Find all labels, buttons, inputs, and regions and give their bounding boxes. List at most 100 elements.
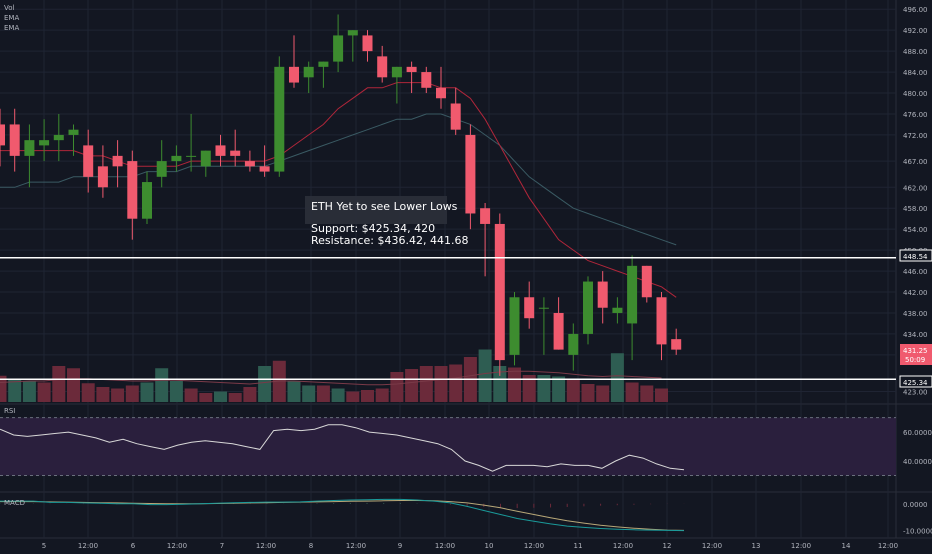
x-tick-label: 5 (42, 542, 46, 550)
x-tick-label: 12:00 (613, 542, 633, 550)
x-tick-label: 12:00 (702, 542, 722, 550)
volume-bar (302, 385, 316, 402)
ema-layer (0, 82, 677, 298)
countdown-text: 50:09 (905, 356, 925, 364)
y-tick-label: 467.00 (903, 158, 928, 166)
candle-body (494, 223, 505, 361)
volume-bar (243, 387, 257, 402)
macd-line (0, 498, 685, 532)
volume-bar (228, 393, 242, 402)
y-tick-label: 446.00 (903, 268, 928, 276)
candle-body (377, 56, 388, 78)
candle-body (583, 281, 593, 334)
price-badge-upper: 448.54 (899, 249, 932, 262)
volume-bar (52, 366, 66, 402)
price-badge-lower: 425.34 (899, 375, 932, 388)
volume-bar (566, 379, 580, 402)
candle-body (215, 145, 226, 156)
candle-body (39, 140, 50, 146)
candle-body (656, 297, 667, 345)
y-tick-label: 442.00 (903, 289, 928, 297)
x-tick-label: 6 (131, 542, 136, 550)
candle-body (97, 166, 108, 188)
price-badge-lower-text: 425.34 (903, 379, 928, 387)
macd-tick-label: -10.0000 (903, 528, 932, 536)
y-tick-label: 492.00 (903, 27, 928, 35)
volume-bar (655, 388, 668, 402)
annotation-background (305, 196, 447, 224)
volume-bar (375, 388, 389, 402)
x-tick-label: 7 (220, 542, 224, 550)
volume-layer (0, 349, 668, 402)
x-tick-label: 10 (485, 542, 494, 550)
y-tick-label: 438.00 (903, 310, 928, 318)
rsi-band (0, 417, 896, 476)
annotation-title: ETH Yet to see Lower Lows (311, 200, 458, 213)
rsi-tick-label: 40.0000 (903, 458, 932, 466)
candle-body (641, 265, 652, 298)
candle-body (347, 30, 358, 36)
candle-body (53, 134, 64, 141)
last-price-badge: 431.25 50:09 (900, 344, 932, 365)
candle-body (156, 161, 167, 177)
rsi-layer (0, 417, 896, 477)
candle-body (200, 150, 211, 167)
annotation-resistance: Resistance: $436.42, 441.68 (311, 234, 468, 247)
y-tick-label: 462.00 (903, 184, 928, 192)
y-tick-label: 434.00 (903, 331, 928, 339)
y-tick-label: 472.00 (903, 132, 928, 140)
level-layer (0, 257, 896, 381)
volume-bar (346, 391, 360, 402)
candle-body (112, 155, 123, 167)
x-tick-label: 14 (842, 542, 851, 550)
volume-bar (184, 388, 198, 402)
annotation-box: ETH Yet to see Lower Lows Support: $425.… (305, 196, 468, 247)
candle-body (142, 182, 152, 219)
macd-layer (0, 498, 685, 532)
volume-bar (581, 384, 595, 402)
x-tick-label: 8 (309, 542, 313, 550)
candle-body (597, 281, 608, 308)
x-tick-label: 12:00 (435, 542, 455, 550)
volume-bar (331, 388, 345, 402)
rsi-line (0, 424, 685, 472)
candle-body (333, 35, 344, 62)
candle-body (465, 134, 476, 214)
y-tick-label: 476.00 (903, 111, 928, 119)
candle-body (83, 145, 94, 177)
volume-bar (169, 381, 183, 402)
volume-bar (419, 366, 433, 402)
candle-body (9, 124, 20, 156)
candle-body (186, 155, 197, 157)
volume-bar (537, 375, 551, 402)
volume-bar (287, 381, 301, 402)
candle-layer (0, 14, 682, 376)
y-tick-label: 484.00 (903, 69, 928, 77)
volume-bar (22, 381, 36, 402)
x-tick-label: 12:00 (878, 542, 898, 550)
volume-bar (493, 366, 507, 402)
candle-body (671, 339, 682, 350)
x-tick-label: 12:00 (524, 542, 544, 550)
volume-bar (111, 388, 125, 402)
macd-signal-line (0, 500, 685, 531)
x-tick-label: 11 (574, 542, 583, 550)
candle-body (362, 35, 373, 52)
x-tick-label: 12:00 (167, 542, 187, 550)
volume-bar (258, 366, 272, 402)
candle-body (259, 166, 270, 172)
x-tick-label: 9 (398, 542, 402, 550)
volume-bar (610, 353, 624, 402)
y-tick-label: 496.00 (903, 6, 928, 14)
macd-label: MACD (4, 499, 25, 507)
volume-bar (596, 385, 610, 402)
volume-bar (478, 349, 492, 402)
volume-bar (361, 390, 374, 402)
candle-body (538, 307, 549, 309)
volume-bar (125, 385, 139, 402)
candle-body (406, 66, 417, 73)
candle-body (524, 297, 535, 319)
volume-bar (552, 376, 566, 402)
